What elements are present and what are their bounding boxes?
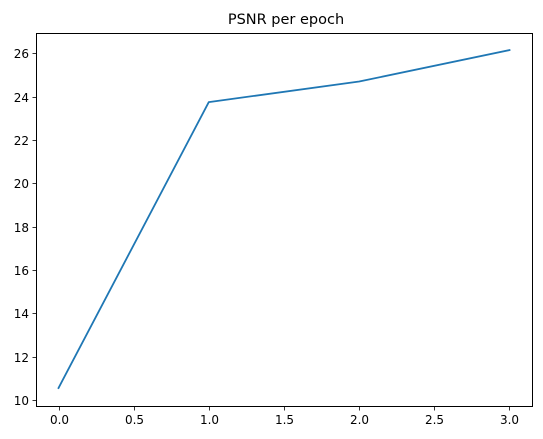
y-tick-label: 12	[14, 351, 29, 365]
y-tick-label: 18	[14, 221, 29, 235]
x-tick-label: 2.0	[350, 413, 369, 427]
x-tick-label: 0.0	[50, 413, 69, 427]
x-tick-label: 0.5	[125, 413, 144, 427]
x-tick-label: 1.5	[275, 413, 294, 427]
series-layer	[57, 49, 511, 390]
y-tick-label: 22	[14, 134, 29, 148]
series-line	[57, 49, 511, 390]
y-tick-label: 16	[14, 264, 29, 278]
y-axis-ticks: 10 12 14 16 18 20 22 24 26	[14, 47, 37, 408]
x-tick-label: 2.5	[425, 413, 444, 427]
x-tick-label: 3.0	[500, 413, 519, 427]
y-tick-label: 24	[14, 91, 29, 105]
x-axis-ticks: 0.0 0.5 1.0 1.5 2.0 2.5 3.0	[50, 406, 519, 427]
y-tick-label: 14	[14, 307, 29, 321]
chart-title: PSNR per epoch	[228, 12, 344, 28]
y-tick-label: 26	[14, 47, 29, 61]
x-tick-label: 1.0	[200, 413, 219, 427]
plot-frame	[36, 33, 533, 407]
y-tick-label: 20	[14, 177, 29, 191]
y-tick-label: 10	[14, 394, 29, 408]
